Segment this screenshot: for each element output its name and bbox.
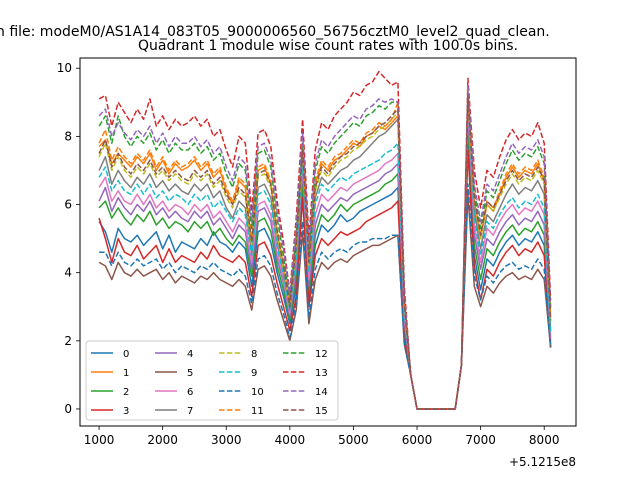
legend-label-9: 9 bbox=[251, 368, 257, 379]
x-tick-label: 3000 bbox=[211, 433, 242, 447]
x-tick-label: 1000 bbox=[84, 433, 115, 447]
y-tick-label: 2 bbox=[64, 334, 72, 348]
series-line-7 bbox=[98, 94, 552, 410]
legend-label-5: 5 bbox=[187, 368, 193, 379]
legend-label-2: 2 bbox=[123, 387, 129, 398]
y-tick-label: 6 bbox=[64, 198, 72, 212]
series-line-11 bbox=[98, 98, 552, 410]
chart-title: Quadrant 1 module wise count rates with … bbox=[138, 38, 518, 54]
x-tick-label: 5000 bbox=[338, 433, 369, 447]
x-tick-label: 7000 bbox=[465, 433, 496, 447]
series-line-13 bbox=[98, 70, 552, 410]
legend-label-15: 15 bbox=[315, 406, 328, 417]
axes-frame bbox=[79, 57, 577, 427]
legend-label-8: 8 bbox=[251, 349, 257, 360]
x-tick-label: 2000 bbox=[147, 433, 178, 447]
series-line-14 bbox=[98, 84, 552, 410]
legend-label-3: 3 bbox=[123, 406, 129, 417]
x-axis: 1000 2000 3000 4000 5000 6000 7000 8000 bbox=[84, 426, 560, 447]
x-tick-label: 8000 bbox=[529, 433, 560, 447]
series-line-2 bbox=[98, 121, 552, 410]
legend-label-12: 12 bbox=[315, 349, 328, 360]
x-tick-label: 4000 bbox=[275, 433, 306, 447]
y-axis: 0 2 4 6 8 10 bbox=[57, 61, 80, 416]
series-line-12 bbox=[98, 91, 552, 410]
y-tick-label: 10 bbox=[57, 61, 72, 75]
y-tick-label: 0 bbox=[64, 402, 72, 416]
legend-label-11: 11 bbox=[251, 406, 264, 417]
y-tick-label: 4 bbox=[64, 266, 72, 280]
series-line-10 bbox=[99, 183, 552, 410]
legend-box bbox=[85, 340, 339, 421]
legend-label-6: 6 bbox=[187, 387, 193, 398]
legend-label-10: 10 bbox=[251, 387, 264, 398]
series-line-6 bbox=[98, 104, 552, 410]
series-layer bbox=[98, 70, 552, 410]
legend-label-7: 7 bbox=[187, 406, 193, 417]
series-line-5 bbox=[98, 193, 552, 410]
figure-suptitle: n file: modeM0/AS1A14_083T05_9000006560_… bbox=[0, 24, 550, 40]
legend-label-13: 13 bbox=[315, 368, 328, 379]
legend-label-14: 14 bbox=[315, 387, 328, 398]
x-tick-label: 6000 bbox=[402, 433, 433, 447]
series-line-3 bbox=[98, 149, 552, 410]
y-tick-label: 8 bbox=[64, 129, 72, 143]
x-offset-label: +5.1215e8 bbox=[509, 455, 576, 469]
series-line-15 bbox=[98, 94, 552, 410]
series-line-0 bbox=[98, 135, 552, 410]
legend-label-4: 4 bbox=[187, 349, 193, 360]
legend-label-1: 1 bbox=[123, 368, 129, 379]
legend-label-0: 0 bbox=[123, 349, 129, 360]
series-line-4 bbox=[98, 111, 552, 410]
